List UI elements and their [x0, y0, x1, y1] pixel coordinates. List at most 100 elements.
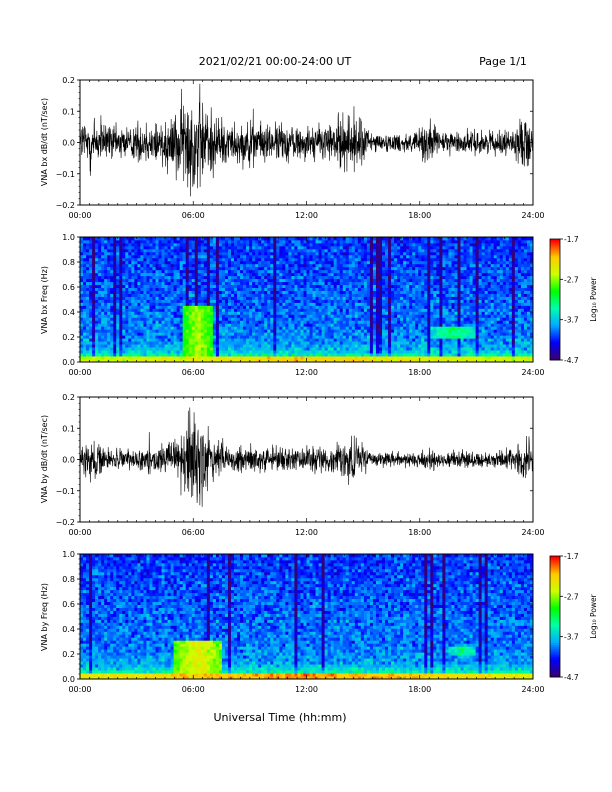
spectrogram-cell: [375, 254, 380, 259]
spectrogram-cell: [276, 320, 280, 324]
spectrogram-cell: [125, 296, 129, 300]
spectrogram-cell: [403, 287, 407, 291]
spectrogram-cell: [249, 335, 253, 339]
spectrogram-cell: [363, 350, 368, 354]
spectrogram-cell: [119, 341, 123, 345]
spectrogram-cell: [86, 305, 90, 309]
spectrogram-cell: [409, 329, 413, 333]
spectrogram-cell: [119, 245, 123, 250]
spectrogram-cell: [243, 251, 247, 256]
spectrogram-cell: [330, 287, 335, 291]
spectrogram-cell: [176, 356, 181, 360]
spectrogram-cell: [279, 320, 283, 324]
spectrogram-cell: [191, 344, 196, 348]
spectrogram-cell: [83, 287, 87, 291]
spectrogram-cell: [152, 293, 156, 297]
spectrogram-cell: [382, 350, 386, 354]
spectrogram-cell: [155, 275, 159, 280]
spectrogram-cell: [221, 263, 226, 268]
spectrogram-cell: [227, 237, 232, 241]
spectrogram-cell: [418, 356, 422, 360]
x-tick-label: 18:00: [408, 211, 431, 220]
spectrogram-cell: [101, 326, 105, 330]
spectrogram-cell: [309, 242, 313, 247]
spectrogram-cell: [339, 353, 344, 357]
spectrogram-cell: [273, 305, 277, 309]
spectrogram-cell: [382, 237, 386, 241]
spectrogram-cell: [372, 308, 377, 312]
spectrogram-cell: [258, 308, 262, 312]
spectrogram-cell: [385, 278, 389, 283]
spectrogram-cell: [366, 263, 371, 268]
spectrogram-cell: [240, 293, 244, 297]
spectrogram-cell: [246, 311, 250, 315]
spectrogram-cell: [342, 314, 347, 318]
spectrogram-cell: [315, 329, 319, 333]
spectrogram-cell: [155, 278, 159, 283]
spectrogram-cell: [327, 305, 332, 309]
spectrogram-cell: [95, 338, 99, 342]
spectrogram-cell: [158, 359, 162, 363]
spectrogram-cell: [137, 260, 141, 265]
spectrogram-cell: [246, 251, 250, 256]
spectrogram-cell: [351, 254, 356, 259]
spectrogram-cell: [321, 242, 326, 247]
spectrogram-cell: [110, 359, 114, 363]
spectrogram-cell: [176, 329, 181, 333]
spectrogram-cell: [231, 311, 235, 315]
spectrogram-cell: [173, 353, 178, 357]
spectrogram-cell: [282, 350, 286, 354]
spectrogram-cell: [137, 338, 141, 342]
spectrogram-cell: [267, 302, 271, 306]
spectrogram-cell: [303, 302, 307, 306]
spectrogram-cell: [318, 245, 322, 250]
spectrogram-cell: [372, 320, 377, 324]
spectrogram-cell: [116, 311, 120, 315]
spectrogram-cell: [276, 281, 280, 286]
spectrogram-cell: [128, 341, 132, 345]
spectrogram-cell: [212, 311, 217, 315]
spectrogram-cell: [403, 326, 407, 330]
spectrogram-cell: [339, 329, 344, 333]
spectrogram-cell: [385, 323, 389, 327]
spectrogram-cell: [342, 341, 347, 345]
spectrogram-cell: [354, 323, 359, 327]
spectrogram-cell: [234, 290, 238, 294]
spectrogram-cell: [101, 242, 105, 247]
spectrogram-cell: [92, 275, 96, 280]
spectrogram-cell: [249, 269, 253, 274]
spectrogram-cell: [234, 293, 238, 297]
x-tick-label: 24:00: [521, 211, 544, 220]
spectrogram-cell: [330, 260, 335, 265]
spectrogram-cell: [303, 281, 307, 286]
spectrogram-cell: [218, 239, 223, 244]
spectrogram-cell: [191, 311, 196, 315]
spectrogram-cell: [403, 284, 407, 288]
spectrogram-cell: [354, 326, 359, 330]
spectrogram-cell: [327, 323, 332, 327]
spectrogram-cell: [191, 326, 196, 330]
spectrogram-cell: [149, 237, 153, 241]
spectrogram-cell: [125, 335, 129, 339]
spectrogram-cell: [339, 335, 344, 339]
spectrogram-cell: [234, 305, 238, 309]
spectrogram-cell: [363, 242, 368, 247]
spectrogram-cell: [279, 353, 283, 357]
spectrogram-cell: [369, 323, 374, 327]
spectrogram-cell: [412, 257, 416, 262]
spectrogram-cell: [158, 341, 162, 345]
spectrogram-cell: [116, 356, 120, 360]
spectrogram-cell: [400, 317, 404, 321]
spectrogram-cell: [134, 242, 138, 247]
spectrogram-cell: [137, 290, 141, 294]
spectrogram-cell: [288, 248, 292, 253]
spectrogram-cell: [315, 245, 319, 250]
spectrogram-cell: [342, 329, 347, 333]
spectrogram-cell: [140, 311, 144, 315]
spectrogram-cell: [345, 311, 350, 315]
spectrogram-cell: [288, 356, 292, 360]
spectrogram-cell: [86, 329, 90, 333]
spectrogram-cell: [400, 239, 404, 244]
spectrogram-cell: [400, 278, 404, 283]
spectrogram-cell: [418, 263, 422, 268]
